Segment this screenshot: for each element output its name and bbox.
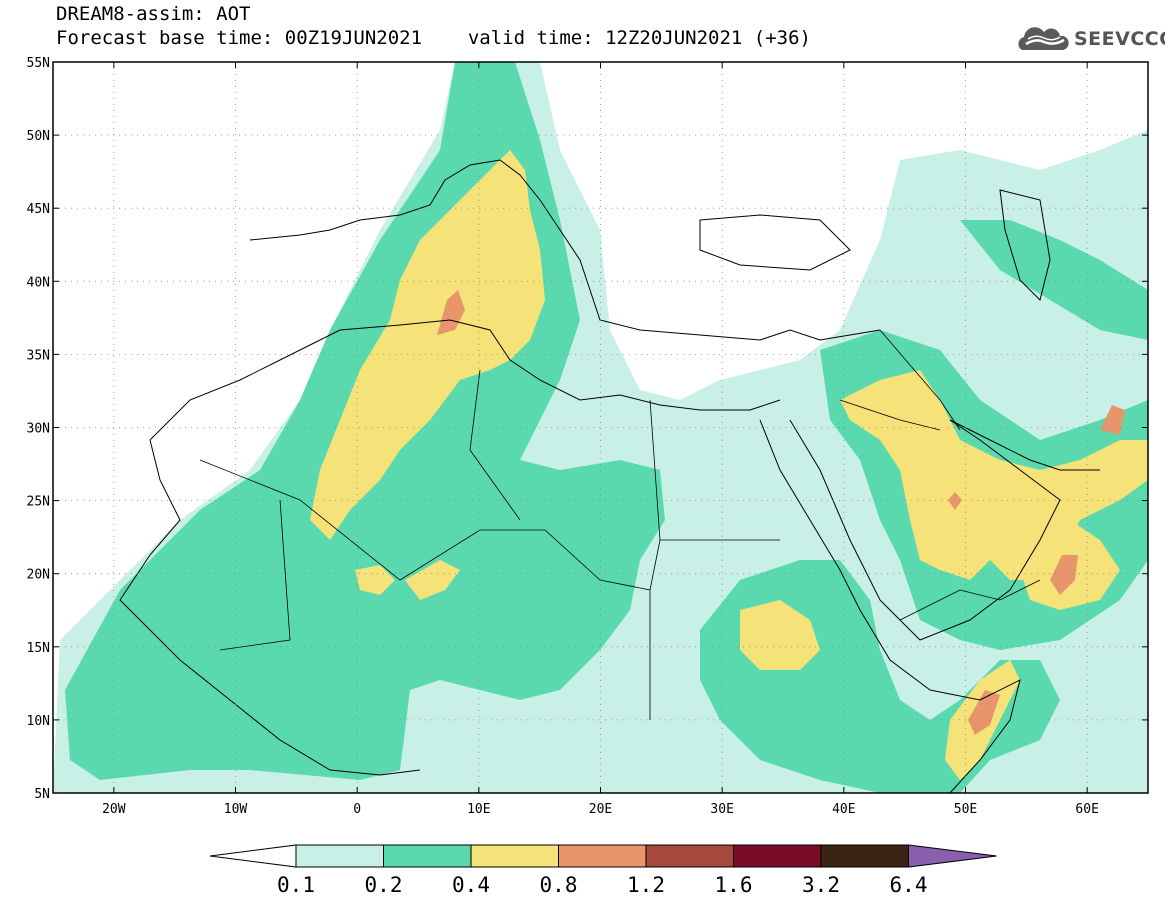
colorbar-box [820, 844, 909, 868]
lat-tick-label: 40N [27, 275, 50, 290]
aot-band-yellow-ethiopia [740, 600, 820, 670]
colorbar-box [470, 844, 559, 868]
lat-tick-label: 15N [27, 641, 50, 656]
coastline-caspian-sea [999, 189, 1051, 301]
aot-layer-0-8 [437, 290, 1125, 735]
lon-tick-label: 30E [710, 802, 733, 817]
aot-band-orange-somalia [968, 690, 1000, 735]
aot-band-green-caspian [960, 220, 1148, 340]
aot-band-yellow-mali [355, 565, 395, 595]
map-subtitle: Forecast base time: 00Z19JUN2021 valid t… [56, 28, 811, 49]
aot-band-orange-oman [1050, 555, 1078, 595]
lat-tick-label: 10N [27, 714, 50, 729]
map-grid [53, 62, 1148, 793]
lon-tick-label: 20W [102, 802, 126, 817]
colorbar-label: 1.6 [715, 873, 753, 897]
lon-tick-label: 10W [224, 802, 248, 817]
colorbar-box [295, 844, 384, 868]
colorbar-label: 0.2 [365, 873, 403, 897]
coastline-arabia [789, 419, 1061, 641]
valid-time: valid time: 12Z20JUN2021 (+36) [467, 27, 811, 49]
colorbar-arrow-low [209, 844, 297, 868]
map-title: DREAM8-assim: AOT [56, 3, 251, 25]
border-algeria-mali [199, 459, 545, 581]
lon-tick-label: 0 [353, 802, 361, 817]
longitude-ticks: 20W 10W 0 10E 20E 30E 40E 50E 60E [102, 62, 1099, 817]
lat-tick-label: 45N [27, 202, 50, 217]
aot-band-orange-iran [1100, 405, 1125, 435]
colorbar-label: 0.1 [277, 873, 315, 897]
colorbar-box [558, 844, 647, 868]
latitude-ticks: 55N 50N 45N 40N 35N 30N 25N 20N 15N 10N 5N [27, 56, 1148, 802]
border-mauritania-mali [219, 499, 291, 651]
coastline-black-sea [699, 214, 851, 271]
lon-tick-label: 40E [832, 802, 855, 817]
colorbar-box [645, 844, 734, 868]
lon-tick-label: 20E [589, 802, 612, 817]
coastline-red-sea [759, 419, 931, 691]
aot-band-yellow-plume [310, 150, 545, 540]
lat-tick-label: 5N [34, 787, 50, 802]
border-libya-egypt [649, 399, 780, 541]
logo-text: SEEVCCC [1074, 28, 1165, 50]
lat-tick-label: 55N [27, 56, 50, 71]
colorbar-label: 1.2 [627, 873, 665, 897]
border-niger-chad [544, 529, 651, 720]
border-sudan [649, 539, 661, 591]
lon-tick-label: 60E [1075, 802, 1098, 817]
border-saudi-iraq [839, 399, 941, 431]
colorbar-label: 0.8 [540, 873, 578, 897]
coastlines [119, 159, 1100, 793]
colorbar-label: 0.4 [452, 873, 490, 897]
lon-tick-label: 10E [467, 802, 490, 817]
coastline-north-africa [149, 319, 781, 441]
lon-tick-label: 50E [954, 802, 977, 817]
coastline-horn-of-africa [929, 679, 1021, 793]
colorbar-label: 6.4 [890, 873, 928, 897]
aot-band-yellow-niger [405, 560, 460, 600]
lat-tick-label: 25N [27, 495, 50, 510]
lat-tick-label: 20N [27, 568, 50, 583]
coastline-persian-gulf [949, 419, 1100, 471]
colorbar-box [733, 844, 822, 868]
forecast-base-time: Forecast base time: 00Z19JUN2021 [56, 27, 423, 49]
cloud-icon [1018, 27, 1069, 50]
country-borders [199, 329, 1041, 720]
border-saudi-yemen [899, 579, 1041, 621]
coastline-europe [249, 159, 881, 341]
aot-layer-0-4 [310, 150, 1148, 780]
aot-band-orange-sardinia [437, 290, 465, 335]
aot-band-orange-arabia-spot [948, 492, 962, 510]
border-iraq-iran [879, 329, 961, 431]
seevccc-logo: SEEVCCC [1016, 24, 1165, 54]
lat-tick-label: 50N [27, 129, 50, 144]
colorbar-box [383, 844, 472, 868]
aot-field [53, 62, 1148, 793]
border-algeria-libya [469, 369, 521, 521]
colorbar-label: 3.2 [802, 873, 840, 897]
lat-tick-label: 35N [27, 348, 50, 363]
coastline-west-africa [119, 439, 421, 776]
colorbar-arrow-high [908, 844, 997, 868]
lat-tick-label: 30N [27, 422, 50, 437]
aot-colorbar: 0.1 0.2 0.4 0.8 1.2 1.6 3.2 6.4 [209, 844, 997, 897]
